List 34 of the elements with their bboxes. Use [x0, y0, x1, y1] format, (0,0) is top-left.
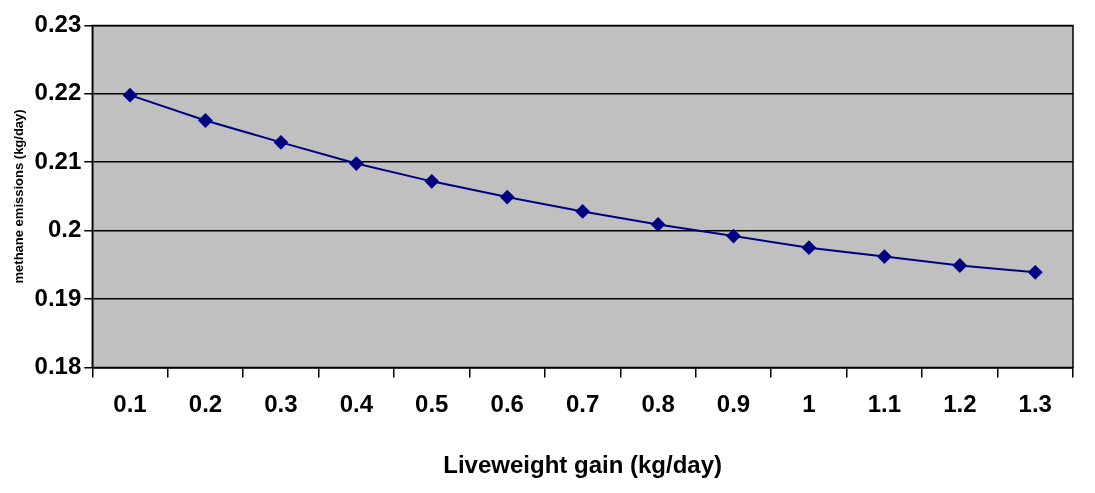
x-tick-label: 0.8 — [641, 390, 675, 418]
x-tick-label: 1.2 — [943, 390, 977, 418]
point — [1028, 265, 1043, 280]
y-tick-label: 0.19 — [34, 283, 82, 311]
point — [500, 190, 515, 205]
x-tick-label: 0.6 — [490, 390, 524, 418]
point — [123, 88, 138, 103]
x-tick-label: 0.7 — [565, 390, 600, 418]
point — [877, 249, 892, 264]
y-tick-label: 0.2 — [47, 215, 82, 243]
point — [801, 240, 816, 255]
x-tick-label: 1.3 — [1018, 390, 1052, 418]
x-axis-title: Liveweight gain (kg/day) — [443, 451, 723, 479]
point — [651, 217, 666, 232]
x-tick-label: 0.2 — [188, 390, 223, 418]
point — [726, 229, 741, 244]
point — [424, 174, 439, 189]
point — [575, 204, 590, 219]
point — [273, 135, 288, 150]
point — [198, 113, 213, 128]
x-tick-label: 0.1 — [113, 390, 147, 418]
x-tick-label: 0.4 — [339, 390, 374, 418]
x-tick-label: 1 — [802, 390, 816, 418]
point — [349, 156, 364, 171]
y-tick-label: 0.18 — [34, 352, 82, 380]
y-tick-label: 0.23 — [34, 10, 82, 38]
y-tick-label: 0.22 — [34, 78, 82, 106]
x-tick-label: 0.9 — [716, 390, 751, 418]
x-tick-label: 0.3 — [264, 390, 298, 418]
y-tick-label: 0.21 — [34, 146, 82, 174]
point — [952, 258, 967, 273]
x-tick-label: 1.1 — [867, 390, 902, 418]
x-tick-label: 0.5 — [415, 390, 449, 418]
y-axis-title: methane emissions (kg/day) — [11, 109, 27, 284]
